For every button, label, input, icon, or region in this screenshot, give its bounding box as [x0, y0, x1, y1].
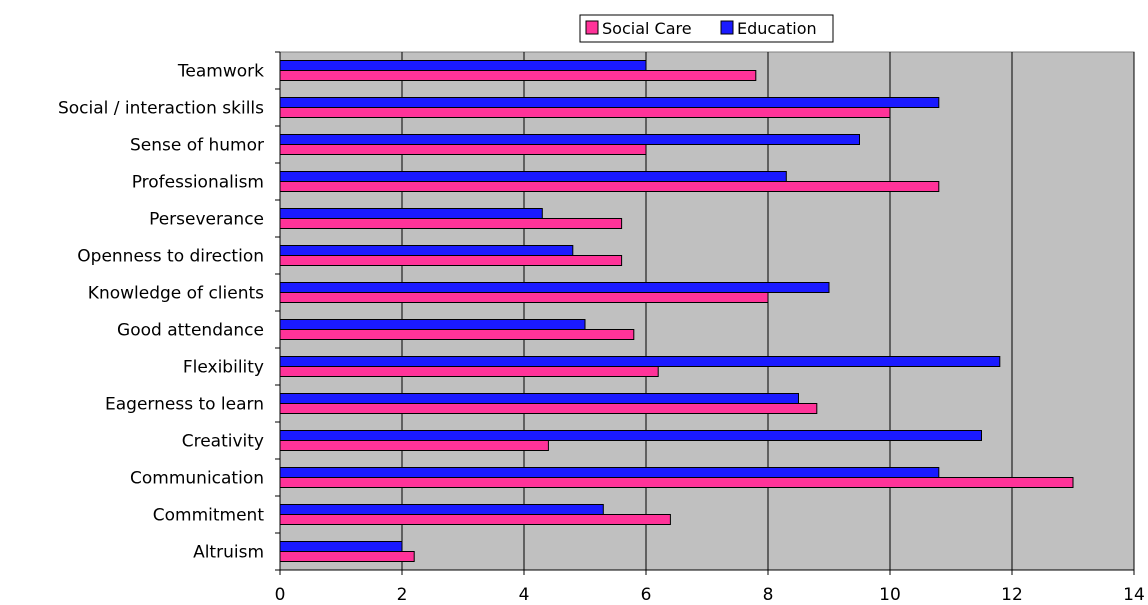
category-label-teamwork: Teamwork	[177, 62, 264, 82]
category-label-openness-to-direction: Openness to direction	[77, 247, 264, 267]
bar-education-communication	[279, 467, 940, 478]
category-label-perseverance: Perseverance	[149, 210, 264, 230]
bar-social-care-social-interaction-skills	[279, 107, 891, 118]
bar-social-care-knowledge-of-clients	[279, 292, 769, 303]
category-label-eagerness-to-learn: Eagerness to learn	[105, 395, 264, 415]
bar-social-care-teamwork	[279, 70, 757, 81]
category-labels: Teamwork Social / interaction skills Sense…	[58, 62, 264, 563]
x-tick-label-6: 6	[641, 585, 652, 605]
x-tick-label-0: 0	[275, 585, 286, 605]
bar-education-openness-to-direction	[279, 245, 574, 256]
x-tick-label-10: 10	[879, 585, 901, 605]
bar-education-flexibility	[279, 356, 1001, 367]
bar-education-perseverance	[279, 208, 543, 219]
bar-education-sense-of-humor	[279, 134, 860, 145]
x-tick-label-4: 4	[519, 585, 530, 605]
bar-social-care-good-attendance	[279, 329, 635, 340]
plot-area	[279, 51, 1135, 571]
bar-social-care-professionalism	[279, 181, 940, 192]
bar-education-social-interaction-skills	[279, 97, 940, 108]
x-tick-label-8: 8	[763, 585, 774, 605]
x-tick-label-14: 14	[1123, 585, 1145, 605]
bar-social-care-sense-of-humor	[279, 144, 647, 155]
bar-education-knowledge-of-clients	[279, 282, 830, 293]
bar-education-good-attendance	[279, 319, 586, 330]
legend-label-education: Education	[737, 19, 817, 38]
axes	[275, 51, 1135, 575]
bar-social-care-openness-to-direction	[279, 255, 623, 266]
category-label-communication: Communication	[130, 469, 264, 489]
legend: Social Care Education	[579, 14, 834, 43]
category-label-altruism: Altruism	[193, 543, 264, 563]
legend-box	[579, 14, 834, 43]
bar-social-care-eagerness-to-learn	[279, 403, 818, 414]
bar-education-professionalism	[279, 171, 787, 182]
bar-social-care-commitment	[279, 514, 671, 525]
category-label-sense-of-humor: Sense of humor	[130, 136, 264, 156]
x-tick-label-12: 12	[1001, 585, 1023, 605]
category-label-knowledge-of-clients: Knowledge of clients	[88, 284, 264, 304]
bar-social-care-perseverance	[279, 218, 623, 229]
category-label-flexibility: Flexibility	[183, 358, 264, 378]
bar-education-altruism	[279, 541, 403, 552]
x-tick-label-2: 2	[397, 585, 408, 605]
bar-social-care-creativity	[279, 440, 549, 451]
bar-education-commitment	[279, 504, 604, 515]
bar-education-teamwork	[279, 60, 647, 71]
category-label-good-attendance: Good attendance	[117, 321, 264, 341]
legend-swatch-education	[720, 20, 734, 35]
bar-social-care-communication	[279, 477, 1074, 488]
bar-education-creativity	[279, 430, 982, 441]
category-label-social-interaction-skills: Social / interaction skills	[58, 99, 264, 119]
bar-education-eagerness-to-learn	[279, 393, 799, 404]
category-label-creativity: Creativity	[182, 432, 264, 452]
legend-label-social-care: Social Care	[602, 19, 692, 38]
legend-swatch-social-care	[585, 20, 599, 35]
bar-social-care-flexibility	[279, 366, 659, 377]
tick-labels: 0 2 4 6 8 10 12 14	[275, 585, 1145, 605]
bar-social-care-altruism	[279, 551, 415, 562]
category-label-commitment: Commitment	[153, 506, 265, 526]
category-label-professionalism: Professionalism	[132, 173, 264, 193]
